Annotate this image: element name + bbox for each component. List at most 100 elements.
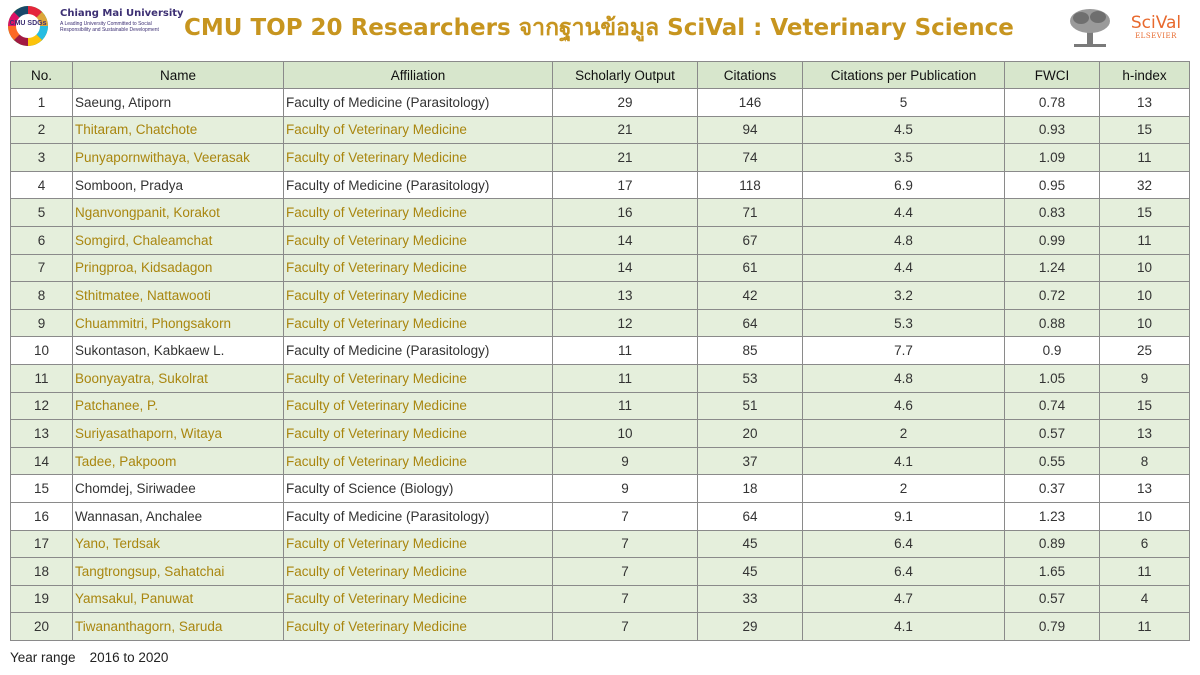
- cell-scholarly-output: 11: [552, 391, 698, 421]
- cell-scholarly-output: 16: [552, 198, 698, 227]
- cell-h-index: 13: [1099, 419, 1190, 448]
- cell-affiliation: Faculty of Medicine (Parasitology): [283, 170, 553, 200]
- cell-name: Chuammitri, Phongsakorn: [72, 308, 284, 338]
- cell-scholarly-output: 21: [552, 115, 698, 145]
- cell-citations-per-publication: 4.4: [802, 198, 1005, 227]
- cell-name: Sthitmatee, Nattawooti: [72, 281, 284, 310]
- cell-affiliation: Faculty of Veterinary Medicine: [283, 363, 553, 393]
- cell-citations-per-publication: 4.8: [802, 225, 1005, 255]
- cell-affiliation: Faculty of Veterinary Medicine: [283, 612, 553, 641]
- cell-h-index: 13: [1099, 88, 1190, 117]
- table-row: 2 Thitaram, Chatchote Faculty of Veterinar…: [10, 115, 1190, 145]
- cell-citations-per-publication: 3.5: [802, 143, 1005, 172]
- cell-citations: 67: [697, 225, 803, 255]
- cell-h-index: 4: [1099, 584, 1190, 614]
- cell-name: Patchanee, P.: [72, 391, 284, 421]
- cell-scholarly-output: 10: [552, 419, 698, 448]
- cell-name: Yano, Terdsak: [72, 529, 284, 559]
- cell-no: 12: [10, 391, 73, 421]
- table-row: 16 Wannasan, Anchalee Faculty of Medicine …: [10, 501, 1190, 531]
- cell-fwci: 0.88: [1004, 308, 1100, 338]
- university-name: Chiang Mai University: [60, 8, 184, 19]
- cell-no: 20: [10, 612, 73, 641]
- cell-affiliation: Faculty of Veterinary Medicine: [283, 419, 553, 448]
- cell-h-index: 11: [1099, 143, 1190, 172]
- cell-citations: 29: [697, 612, 803, 641]
- cell-citations: 64: [697, 501, 803, 531]
- cell-citations: 64: [697, 308, 803, 338]
- cell-affiliation: Faculty of Veterinary Medicine: [283, 529, 553, 559]
- cell-citations: 18: [697, 474, 803, 503]
- cell-fwci: 1.05: [1004, 363, 1100, 393]
- cell-no: 14: [10, 446, 73, 476]
- cell-fwci: 1.09: [1004, 143, 1100, 172]
- table-row: 20 Tiwananthagorn, Saruda Faculty of Veter…: [10, 612, 1190, 641]
- cell-citations-per-publication: 6.4: [802, 557, 1005, 586]
- cell-h-index: 10: [1099, 253, 1190, 283]
- table-row: 12 Patchanee, P. Faculty of Veterinary Med…: [10, 391, 1190, 421]
- cell-scholarly-output: 7: [552, 584, 698, 614]
- cell-no: 18: [10, 557, 73, 586]
- elsevier-tree-logo: [1070, 9, 1110, 47]
- cell-name: Tangtrongsup, Sahatchai: [72, 557, 284, 586]
- scival-logo: SciVal ELSEVIER: [1118, 14, 1194, 40]
- cell-citations: 74: [697, 143, 803, 172]
- cell-affiliation: Faculty of Medicine (Parasitology): [283, 88, 553, 117]
- cell-scholarly-output: 14: [552, 253, 698, 283]
- cell-citations-per-publication: 4.1: [802, 612, 1005, 641]
- cell-no: 9: [10, 308, 73, 338]
- cell-scholarly-output: 9: [552, 474, 698, 503]
- university-block: Chiang Mai University A Leading Universi…: [60, 8, 184, 33]
- cell-citations-per-publication: 5: [802, 88, 1005, 117]
- cell-fwci: 0.79: [1004, 612, 1100, 641]
- cell-name: Sukontason, Kabkaew L.: [72, 336, 284, 365]
- cell-name: Suriyasathaporn, Witaya: [72, 419, 284, 448]
- cell-citations: 118: [697, 170, 803, 200]
- column-header-affiliation: Affiliation: [283, 61, 553, 89]
- cell-fwci: 0.9: [1004, 336, 1100, 365]
- column-header-citations-per-publication: Citations per Publication: [802, 61, 1005, 89]
- table-row: 15 Chomdej, Siriwadee Faculty of Science (…: [10, 474, 1190, 503]
- cell-affiliation: Faculty of Medicine (Parasitology): [283, 501, 553, 531]
- cell-name: Pringproa, Kidsadagon: [72, 253, 284, 283]
- cell-name: Somboon, Pradya: [72, 170, 284, 200]
- cell-h-index: 6: [1099, 529, 1190, 559]
- cell-citations-per-publication: 6.9: [802, 170, 1005, 200]
- cell-no: 6: [10, 225, 73, 255]
- table-row: 3 Punyapornwithaya, Veerasak Faculty of Ve…: [10, 143, 1190, 172]
- cell-citations: 94: [697, 115, 803, 145]
- cell-scholarly-output: 9: [552, 446, 698, 476]
- cmu-logo-text: CMU SDGs: [10, 20, 47, 27]
- cell-citations: 53: [697, 363, 803, 393]
- cell-citations-per-publication: 2: [802, 474, 1005, 503]
- cell-h-index: 11: [1099, 225, 1190, 255]
- cell-h-index: 10: [1099, 281, 1190, 310]
- university-tagline: A Leading University Committed to Social…: [60, 21, 159, 33]
- cell-affiliation: Faculty of Science (Biology): [283, 474, 553, 503]
- table-row: 17 Yano, Terdsak Faculty of Veterinary Med…: [10, 529, 1190, 559]
- cell-no: 4: [10, 170, 73, 200]
- table-row: 6 Somgird, Chaleamchat Faculty of Veterina…: [10, 225, 1190, 255]
- cell-fwci: 0.57: [1004, 419, 1100, 448]
- cell-name: Nganvongpanit, Korakot: [72, 198, 284, 227]
- cell-h-index: 15: [1099, 198, 1190, 227]
- cell-citations: 20: [697, 419, 803, 448]
- cell-h-index: 10: [1099, 501, 1190, 531]
- cell-fwci: 0.95: [1004, 170, 1100, 200]
- cell-name: Tadee, Pakpoom: [72, 446, 284, 476]
- cell-affiliation: Faculty of Veterinary Medicine: [283, 143, 553, 172]
- cell-h-index: 15: [1099, 391, 1190, 421]
- cell-affiliation: Faculty of Veterinary Medicine: [283, 308, 553, 338]
- cell-no: 11: [10, 363, 73, 393]
- cell-name: Punyapornwithaya, Veerasak: [72, 143, 284, 172]
- cell-citations: 61: [697, 253, 803, 283]
- cell-citations: 51: [697, 391, 803, 421]
- cell-scholarly-output: 29: [552, 88, 698, 117]
- cell-citations-per-publication: 6.4: [802, 529, 1005, 559]
- cell-citations-per-publication: 4.7: [802, 584, 1005, 614]
- cell-citations: 146: [697, 88, 803, 117]
- table-row: 1 Saeung, Atiporn Faculty of Medicine (Par…: [10, 88, 1190, 117]
- cell-citations-per-publication: 4.5: [802, 115, 1005, 145]
- cell-scholarly-output: 7: [552, 612, 698, 641]
- cell-no: 1: [10, 88, 73, 117]
